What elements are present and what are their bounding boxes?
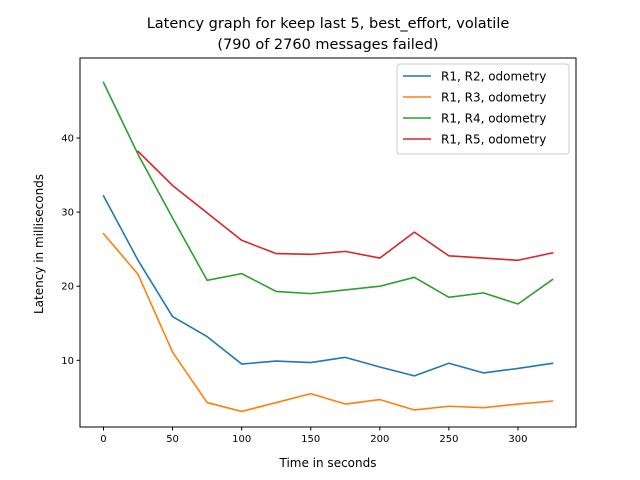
x-tick-label: 100 bbox=[232, 434, 251, 445]
series-line-1 bbox=[102, 194, 554, 377]
legend-label-1: R1, R2, odometry bbox=[441, 70, 546, 84]
series-line-4 bbox=[136, 150, 554, 262]
x-tick-label: 150 bbox=[301, 434, 320, 445]
x-tick-label: 200 bbox=[370, 434, 389, 445]
x-tick-label: 300 bbox=[508, 434, 527, 445]
chart-subtitle: (790 of 2760 messages failed) bbox=[217, 37, 438, 53]
chart-title: Latency graph for keep last 5, best_effo… bbox=[147, 16, 510, 32]
legend-label-3: R1, R4, odometry bbox=[441, 112, 546, 126]
plot-frame bbox=[79, 57, 577, 428]
legend-label-2: R1, R3, odometry bbox=[441, 91, 546, 105]
ticks-layer: 0 50 100 150 200 250 300 10 20 30 40 bbox=[61, 134, 527, 445]
series-layer bbox=[102, 81, 554, 413]
y-axis-label: Latency in milliseconds bbox=[32, 174, 46, 314]
x-axis-label: Time in seconds bbox=[279, 456, 377, 470]
legend-box bbox=[396, 63, 570, 155]
legend-label-4: R1, R5, odometry bbox=[441, 133, 546, 147]
legend: R1, R2, odometry R1, R3, odometry R1, R4, … bbox=[396, 63, 570, 155]
x-tick-label: 50 bbox=[166, 434, 179, 445]
x-tick-label: 250 bbox=[439, 434, 458, 445]
y-tick-label: 10 bbox=[61, 356, 74, 367]
y-tick-label: 40 bbox=[61, 134, 74, 145]
series-line-3 bbox=[102, 81, 554, 305]
y-tick-label: 30 bbox=[61, 208, 74, 219]
x-tick-label: 0 bbox=[100, 434, 106, 445]
y-tick-label: 20 bbox=[61, 282, 74, 293]
series-line-2 bbox=[102, 232, 554, 413]
